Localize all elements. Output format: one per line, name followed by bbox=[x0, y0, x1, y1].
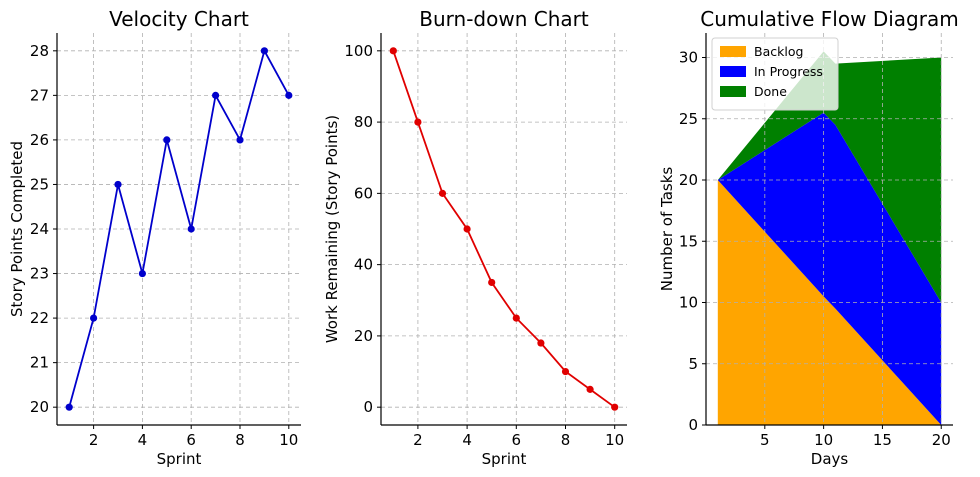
x-tick-label: 6 bbox=[512, 431, 522, 449]
legend-swatch bbox=[720, 66, 746, 77]
y-tick-label: 80 bbox=[354, 113, 373, 131]
y-tick-label: 24 bbox=[30, 220, 49, 238]
data-point bbox=[236, 136, 244, 144]
y-tick-label: 100 bbox=[344, 42, 373, 60]
x-tick-label: 2 bbox=[89, 431, 99, 449]
x-tick-label: 10 bbox=[605, 431, 624, 449]
y-tick-label: 0 bbox=[363, 398, 373, 416]
y-tick-label: 25 bbox=[679, 110, 698, 128]
y-tick-label: 23 bbox=[30, 265, 49, 283]
y-axis-label: Story Points Completed bbox=[8, 141, 26, 317]
x-tick-label: 10 bbox=[279, 431, 298, 449]
y-tick-label: 10 bbox=[679, 294, 698, 312]
y-tick-label: 20 bbox=[30, 398, 49, 416]
x-axis-label: Days bbox=[811, 450, 849, 468]
y-tick-label: 0 bbox=[688, 416, 698, 434]
data-point bbox=[114, 180, 122, 189]
data-point bbox=[187, 225, 195, 233]
y-tick-label: 60 bbox=[354, 184, 373, 202]
y-tick-label: 20 bbox=[679, 171, 698, 189]
data-point bbox=[285, 91, 293, 99]
data-point bbox=[512, 314, 520, 322]
data-point bbox=[389, 47, 397, 55]
y-tick-label: 15 bbox=[679, 232, 698, 250]
data-point bbox=[438, 189, 447, 197]
y-tick-label: 27 bbox=[30, 86, 49, 104]
legend-swatch bbox=[720, 46, 746, 57]
data-point bbox=[586, 385, 594, 393]
data-point bbox=[463, 225, 471, 233]
x-tick-label: 4 bbox=[462, 431, 472, 449]
legend-label: In Progress bbox=[754, 64, 823, 79]
chart-title: Cumulative Flow Diagram bbox=[700, 7, 958, 31]
data-point bbox=[561, 367, 570, 376]
legend-label: Backlog bbox=[754, 44, 803, 59]
y-tick-label: 28 bbox=[30, 42, 49, 60]
area-in-progress bbox=[717, 112, 942, 425]
data-point bbox=[260, 47, 268, 55]
x-tick-label: 15 bbox=[873, 431, 892, 449]
x-tick-label: 20 bbox=[932, 431, 951, 449]
y-tick-label: 25 bbox=[30, 175, 49, 193]
data-point bbox=[414, 118, 422, 126]
y-tick-label: 5 bbox=[688, 355, 698, 373]
series-line bbox=[68, 48, 290, 408]
data-point bbox=[212, 91, 220, 99]
data-point bbox=[163, 136, 171, 144]
data-point bbox=[611, 403, 619, 411]
x-tick-label: 8 bbox=[235, 431, 245, 449]
y-axis-label: Work Remaining (Story Points) bbox=[323, 115, 341, 343]
chart-title: Burn-down Chart bbox=[419, 7, 589, 31]
chart-title: Velocity Chart bbox=[109, 7, 249, 31]
x-tick-label: 5 bbox=[760, 431, 770, 449]
legend-label: Done bbox=[754, 84, 787, 99]
y-tick-label: 22 bbox=[30, 309, 49, 327]
data-point bbox=[138, 269, 146, 278]
data-point bbox=[488, 278, 496, 287]
x-tick-label: 4 bbox=[138, 431, 148, 449]
x-tick-label: 2 bbox=[413, 431, 423, 449]
data-point bbox=[537, 339, 545, 347]
x-axis-label: Sprint bbox=[157, 450, 202, 468]
data-point bbox=[90, 314, 98, 322]
area-done bbox=[717, 51, 942, 303]
cumulative-flow-chart: 5 10 15 20 0 5 10 15 20 25 30 Backlog In Progress Don… bbox=[658, 7, 959, 468]
y-tick-label: 40 bbox=[354, 256, 373, 274]
y-tick-label: 20 bbox=[354, 327, 373, 345]
y-axis-label: Number of Tasks bbox=[658, 167, 676, 292]
x-axis-label: Sprint bbox=[482, 450, 527, 468]
legend-swatch bbox=[720, 86, 746, 97]
data-point bbox=[65, 403, 73, 411]
series-line bbox=[392, 50, 616, 408]
y-tick-label: 21 bbox=[30, 354, 49, 372]
x-tick-label: 8 bbox=[561, 431, 571, 449]
x-tick-label: 10 bbox=[814, 431, 833, 449]
y-tick-label: 30 bbox=[679, 49, 698, 67]
y-tick-label: 26 bbox=[30, 131, 49, 149]
x-tick-label: 6 bbox=[186, 431, 196, 449]
